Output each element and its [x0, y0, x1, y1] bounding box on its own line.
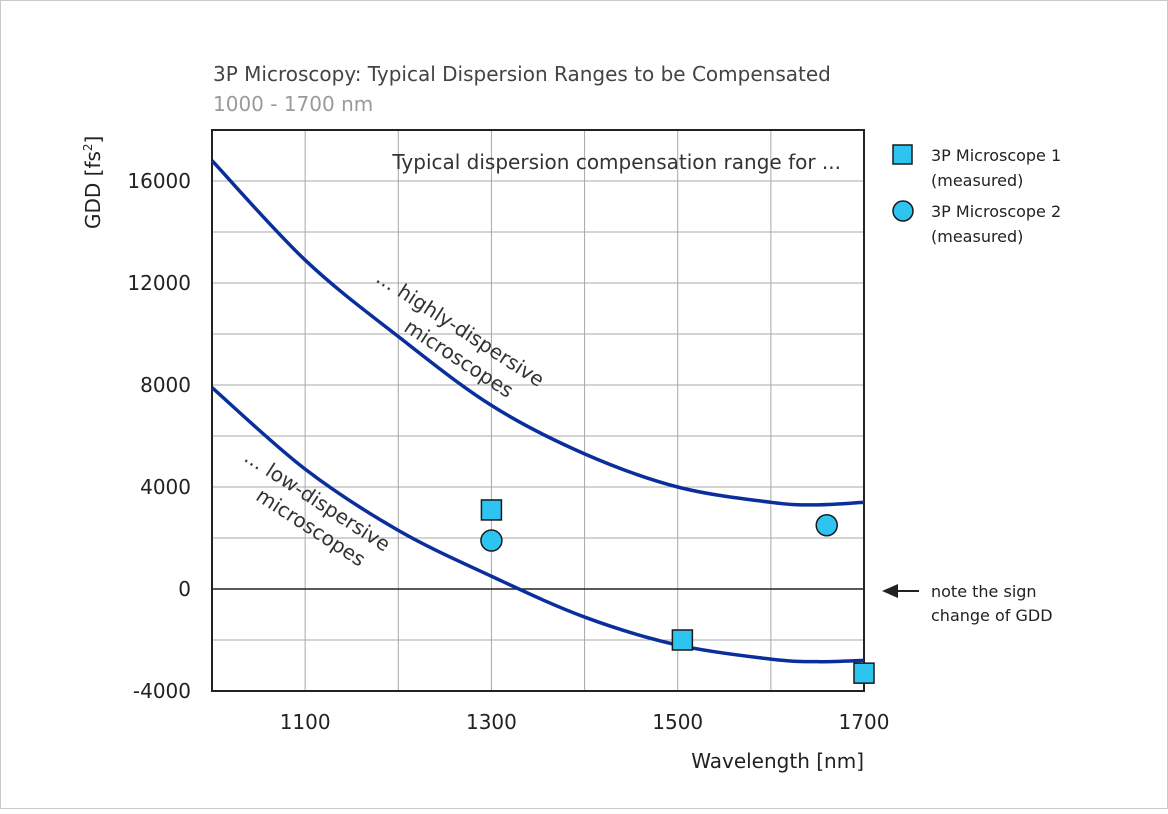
note-text: note the sign change of GDD — [931, 582, 1053, 625]
high-dispersive-curve — [210, 159, 865, 507]
legend-square-marker — [892, 144, 913, 165]
note-line1: note the sign — [931, 582, 1037, 601]
x-tick-label: 1300 — [466, 710, 517, 734]
header-annotation: Typical dispersion compensation range fo… — [391, 150, 841, 174]
y-tick-label: 16000 — [127, 169, 191, 193]
legend-label-2-line1: 3P Microscope 2 — [931, 202, 1061, 221]
legend-label-2-line2: (measured) — [931, 227, 1023, 246]
x-tick-label: 1100 — [280, 710, 331, 734]
legend-label-1-line1: 3P Microscope 1 — [931, 146, 1061, 165]
y-axis-label-main: GDD [fs — [81, 151, 105, 229]
y-axis-ticks: -4000 0 4000 8000 12000 16000 — [127, 169, 191, 703]
legend-label-1-line2: (measured) — [931, 171, 1023, 190]
arrow-left-icon — [882, 584, 898, 598]
microscope-2-point — [815, 514, 838, 537]
x-axis-label: Wavelength [nm] — [691, 749, 864, 773]
y-tick-label: 8000 — [140, 373, 191, 397]
y-axis-label-sup: 2 — [81, 143, 95, 151]
microscope-1-point — [480, 499, 503, 521]
legend-label-2: 3P Microscope 2 (measured) — [931, 202, 1066, 246]
y-tick-label: 4000 — [140, 475, 191, 499]
series-curves — [210, 159, 865, 664]
legend-circle-marker — [892, 200, 914, 222]
note-line2: change of GDD — [931, 606, 1053, 625]
y-axis-label: GDD [fs2] — [81, 136, 105, 229]
legend: 3P Microscope 1 (measured) 3P Microscope… — [892, 144, 1066, 246]
y-tick-label: 12000 — [127, 271, 191, 295]
x-axis-ticks: 1100 1300 1500 1700 — [280, 710, 890, 734]
microscope-2-point — [480, 529, 503, 552]
legend-label-1: 3P Microscope 1 (measured) — [931, 146, 1066, 190]
y-tick-label: -4000 — [133, 679, 191, 703]
y-tick-label: 0 — [178, 577, 191, 601]
series-label-high: ... highly-dispersive microscopes — [358, 265, 554, 417]
x-tick-label: 1500 — [652, 710, 703, 734]
plot-area — [211, 129, 865, 692]
y-axis-label-close: ] — [81, 136, 105, 144]
chart-title: 3P Microscopy: Typical Dispersion Ranges… — [213, 62, 831, 86]
series-label-low: ... low-dispersive microscopes — [226, 444, 400, 581]
microscope-1-point — [671, 629, 694, 651]
microscope-1-point — [853, 662, 875, 684]
chart-subtitle: 1000 - 1700 nm — [213, 92, 373, 116]
data-markers — [480, 499, 875, 684]
sign-change-note: note the sign change of GDD — [882, 582, 1053, 625]
low-dispersive-curve — [210, 386, 865, 664]
x-tick-label: 1700 — [839, 710, 890, 734]
grid — [212, 130, 864, 691]
